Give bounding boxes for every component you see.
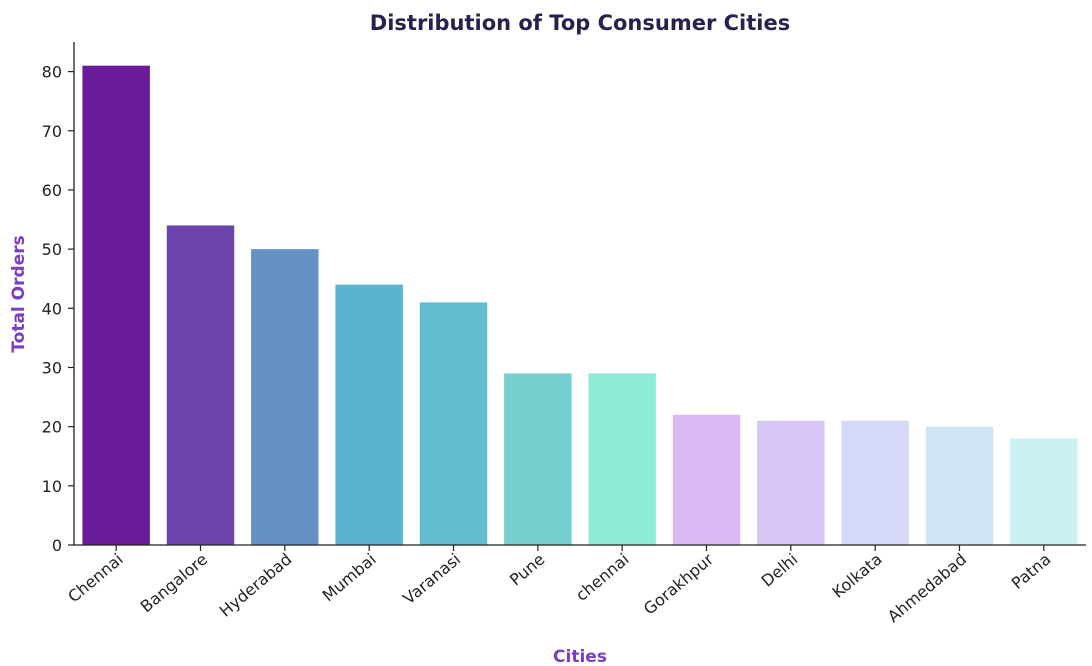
- x-tick-label: Varanasi: [399, 550, 464, 609]
- bar-delhi: [757, 420, 825, 545]
- x-tick-label: Chennai: [64, 550, 127, 607]
- x-tick-label: Gorakhpur: [640, 549, 718, 618]
- bar-hyderabad: [251, 249, 319, 545]
- x-axis: Chennai Bangalore Hyderabad Mumbai Varanasi P…: [64, 544, 1086, 627]
- y-tick-label: 80: [42, 63, 62, 82]
- bar-gorakhpur: [672, 414, 741, 545]
- y-axis-label: Total Orders: [9, 235, 29, 352]
- y-tick-label: 10: [42, 477, 62, 496]
- y-tick-label: 50: [42, 240, 62, 259]
- bar-bangalore: [166, 225, 235, 545]
- x-tick-label: Mumbai: [319, 550, 380, 606]
- y-tick-label: 40: [42, 299, 62, 318]
- bar-mumbai: [335, 284, 403, 545]
- y-tick-label: 0: [52, 536, 62, 555]
- x-tick-label: Hyderabad: [216, 550, 296, 621]
- y-tick-label: 70: [42, 122, 62, 141]
- bar-chennai: [588, 373, 656, 545]
- bar-chennai: [82, 65, 150, 546]
- x-tick-label: Pune: [506, 550, 548, 590]
- x-tick-label: Kolkata: [828, 550, 885, 602]
- x-tick-label: chennai: [572, 550, 633, 605]
- y-tick-label: 60: [42, 181, 62, 200]
- x-tick-label: Delhi: [758, 550, 802, 591]
- bars-group: [82, 65, 1078, 546]
- bar-ahmedabad: [925, 426, 994, 545]
- bar-patna: [1010, 438, 1078, 545]
- chart-title: Distribution of Top Consumer Cities: [370, 11, 790, 35]
- x-tick-label: Ahmedabad: [884, 550, 970, 627]
- y-axis: 0 10 20 30 40 50 60 70 80: [42, 42, 75, 555]
- bar-varanasi: [419, 302, 488, 545]
- y-tick-label: 30: [42, 358, 62, 377]
- bar-pune: [504, 373, 572, 545]
- x-tick-label: Bangalore: [137, 550, 211, 617]
- x-tick-label: Patna: [1008, 550, 1055, 593]
- y-tick-label: 20: [42, 418, 62, 437]
- bar-kolkata: [841, 420, 909, 545]
- x-axis-label: Cities: [553, 647, 607, 666]
